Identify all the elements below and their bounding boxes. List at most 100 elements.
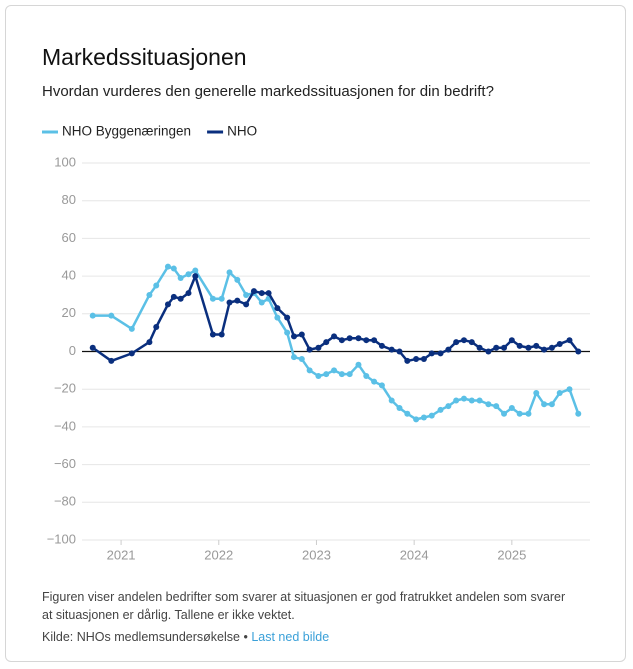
data-point (396, 405, 403, 412)
data-point (453, 339, 460, 346)
data-point (323, 371, 330, 378)
data-point (128, 325, 135, 332)
data-point (218, 331, 225, 338)
y-tick-label: −40 (54, 418, 76, 433)
data-point (575, 348, 582, 355)
data-point (164, 263, 171, 270)
data-point (468, 397, 475, 404)
data-point (177, 295, 184, 302)
data-point (493, 403, 500, 410)
data-point (566, 386, 573, 393)
data-point (501, 410, 508, 417)
data-point (516, 342, 523, 349)
data-point (445, 346, 452, 353)
data-point (89, 344, 96, 351)
data-point (355, 361, 362, 368)
data-point (396, 348, 403, 355)
data-point (346, 335, 353, 342)
data-point (315, 344, 322, 351)
data-point (525, 344, 532, 351)
data-point (298, 356, 305, 363)
data-point (437, 406, 444, 413)
data-point (501, 344, 508, 351)
data-point (258, 290, 265, 297)
data-point (209, 295, 216, 302)
download-link[interactable]: Last ned bilde (251, 630, 330, 644)
data-point (338, 337, 345, 344)
data-point (363, 337, 370, 344)
data-point (323, 339, 330, 346)
data-point (413, 416, 420, 423)
y-tick-label: 20 (62, 305, 76, 320)
data-point (258, 299, 265, 306)
data-point (89, 312, 96, 319)
data-point (548, 344, 555, 351)
y-tick-label: 0 (69, 343, 76, 358)
data-point (533, 342, 540, 349)
data-point (476, 397, 483, 404)
data-point (533, 389, 540, 396)
data-point (170, 265, 177, 272)
data-point (346, 371, 353, 378)
data-point (177, 274, 184, 281)
data-point (185, 271, 192, 278)
data-point (331, 333, 338, 340)
legend-label: NHO Byggenæringen (62, 124, 191, 139)
data-point (556, 340, 563, 347)
data-point (331, 367, 338, 374)
data-point (371, 378, 378, 385)
data-point (548, 401, 555, 408)
data-point (460, 395, 467, 402)
data-point (428, 412, 435, 419)
y-tick-label: −80 (54, 494, 76, 509)
data-point (284, 314, 291, 321)
data-point (420, 414, 427, 421)
data-point (378, 342, 385, 349)
data-point (428, 350, 435, 357)
chart-subtitle: Hvordan vurderes den generelle markedssi… (42, 83, 494, 100)
data-point (108, 312, 115, 319)
data-point (298, 331, 305, 338)
x-tick-label: 2024 (400, 547, 429, 562)
data-point (234, 297, 241, 304)
data-point (128, 350, 135, 357)
data-point (290, 354, 297, 361)
data-point (378, 382, 385, 389)
data-point (404, 357, 411, 364)
data-point (146, 291, 153, 298)
data-point (315, 373, 322, 380)
data-point (243, 291, 250, 298)
data-point (192, 267, 199, 274)
data-point (338, 371, 345, 378)
y-tick-label: −60 (54, 456, 76, 471)
data-point (404, 410, 411, 417)
data-point (108, 357, 115, 364)
chart-title: Markedssituasjonen (42, 44, 247, 70)
data-point (274, 305, 281, 312)
data-point (363, 373, 370, 380)
data-point (306, 346, 313, 353)
data-point (226, 299, 233, 306)
data-point (541, 401, 548, 408)
card: Markedssituasjonen Hvordan vurderes den … (5, 5, 626, 662)
data-point (306, 367, 313, 374)
data-point (556, 389, 563, 396)
source: Kilde: NHOs medlemsundersøkelse • (42, 630, 248, 644)
data-point (476, 344, 483, 351)
data-point (413, 356, 420, 363)
x-tick-label: 2023 (302, 547, 331, 562)
data-point (170, 293, 177, 300)
data-point (218, 295, 225, 302)
source-line: Kilde: NHOs medlemsundersøkelse • Last n… (42, 630, 329, 644)
legend-label: NHO (227, 124, 257, 139)
note: Figuren viser andelen bedrifter som svar… (42, 590, 566, 622)
data-point (234, 276, 241, 283)
data-point (388, 346, 395, 353)
data-point (185, 290, 192, 297)
data-point (290, 333, 297, 340)
data-point (226, 269, 233, 276)
data-point (209, 331, 216, 338)
y-tick-label: 100 (54, 154, 76, 169)
data-point (146, 339, 153, 346)
